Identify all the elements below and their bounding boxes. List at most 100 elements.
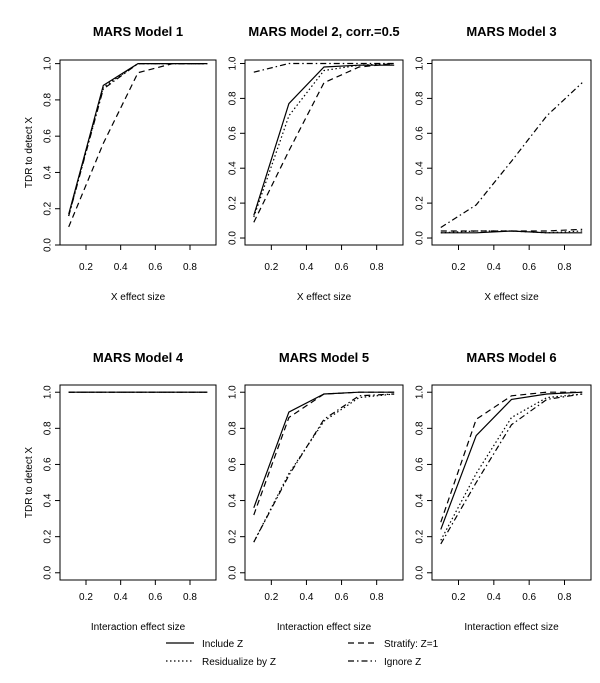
series-line-dashdot [68, 62, 208, 217]
x-axis-label: X effect size [297, 292, 352, 303]
legend-label: Include Z [202, 639, 243, 650]
x-tick-label: 0.4 [299, 262, 313, 273]
series-line-solid [68, 62, 208, 215]
y-tick-label: 0.2 [43, 529, 54, 543]
y-tick-label: 0.6 [415, 126, 426, 140]
x-tick-label: 0.8 [183, 592, 197, 603]
y-tick-label: 0.8 [228, 421, 239, 435]
series-line-dashed [440, 228, 583, 232]
y-tick-label: 0.4 [415, 493, 426, 507]
x-axis-label: Interaction effect size [91, 622, 186, 633]
y-tick-label: 0.0 [415, 231, 426, 245]
y-tick-label: 0.8 [43, 93, 54, 107]
x-tick-label: 0.2 [452, 592, 466, 603]
series-line-dashed [253, 62, 395, 223]
plot-frame [59, 384, 217, 581]
series-line-dashed [253, 391, 395, 516]
y-tick-label: 1.0 [228, 56, 239, 70]
x-tick-label: 0.4 [114, 592, 128, 603]
y-tick-label: 0.8 [415, 91, 426, 105]
y-tick-label: 0.2 [415, 529, 426, 543]
y-tick-label: 0.2 [228, 196, 239, 210]
x-tick-label: 0.2 [79, 592, 93, 603]
x-tick-label: 0.6 [522, 262, 536, 273]
x-tick-label: 0.6 [148, 592, 162, 603]
x-tick-label: 0.4 [114, 262, 128, 273]
y-tick-label: 0.4 [228, 493, 239, 507]
legend: Include Z Stratify: Z=1 Residualize by Z Ig… [166, 639, 439, 668]
series-line-solid [440, 391, 583, 530]
series-line-dashdot [440, 393, 583, 545]
y-tick-label: 1.0 [415, 56, 426, 70]
x-tick-label: 0.8 [370, 592, 384, 603]
x-tick-label: 0.4 [299, 592, 313, 603]
x-axis-label: Interaction effect size [464, 622, 559, 633]
y-tick-label: 1.0 [43, 56, 54, 70]
x-tick-label: 0.2 [264, 592, 278, 603]
series-line-dashed [68, 62, 208, 228]
series-line-dotted [253, 62, 395, 218]
x-tick-label: 0.2 [452, 262, 466, 273]
y-tick-label: 0.0 [228, 231, 239, 245]
panel-title: MARS Model 6 [466, 350, 556, 365]
panel-title: MARS Model 3 [466, 24, 556, 39]
plot-frame [431, 59, 592, 246]
legend-label: Residualize by Z [202, 657, 276, 668]
y-tick-label: 1.0 [415, 385, 426, 399]
panel-2: MARS Model 2, corr.=0.5 0.2 0.4 0.6 0.8 0.0 0.… [228, 24, 404, 303]
y-tick-label: 0.6 [415, 457, 426, 471]
series-line-solid [253, 64, 395, 216]
y-axis-label: TDR to detect X [24, 447, 35, 518]
x-tick-label: 0.6 [335, 592, 349, 603]
x-tick-label: 0.4 [487, 262, 501, 273]
y-tick-label: 0.8 [228, 91, 239, 105]
panel-title: MARS Model 2, corr.=0.5 [248, 24, 399, 39]
panel-title: MARS Model 5 [279, 350, 369, 365]
y-axis-label: TDR to detect X [24, 117, 35, 188]
y-tick-label: 0.2 [228, 529, 239, 543]
series-line-dashdot [253, 393, 395, 543]
y-tick-label: 1.0 [228, 385, 239, 399]
series-line-dotted [68, 62, 208, 217]
x-tick-label: 0.8 [370, 262, 384, 273]
series-line-dashdot [253, 62, 395, 73]
plot-frame [244, 59, 404, 246]
y-tick-label: 0.2 [43, 201, 54, 215]
y-tick-label: 0.6 [228, 126, 239, 140]
y-tick-label: 0.0 [228, 565, 239, 579]
x-tick-label: 0.2 [264, 262, 278, 273]
y-tick-label: 0.8 [415, 421, 426, 435]
panel-title: MARS Model 4 [93, 350, 184, 365]
series-line-dotted [440, 393, 583, 541]
series-line-dashed [440, 391, 583, 523]
panel-1: MARS Model 1 0.2 0.4 0.6 0.8 0.0 0.2 0.4 0.6 0.8 1… [24, 24, 217, 303]
x-tick-label: 0.8 [558, 592, 572, 603]
y-tick-label: 0.0 [43, 238, 54, 252]
x-axis-label: Interaction effect size [277, 622, 372, 633]
x-tick-label: 0.2 [79, 262, 93, 273]
y-tick-label: 0.0 [43, 565, 54, 579]
y-tick-label: 1.0 [43, 385, 54, 399]
legend-label: Stratify: Z=1 [384, 639, 439, 650]
x-tick-label: 0.4 [487, 592, 501, 603]
y-tick-label: 0.6 [228, 457, 239, 471]
x-tick-label: 0.6 [335, 262, 349, 273]
x-tick-label: 0.6 [148, 262, 162, 273]
series-line-dashdot [440, 82, 583, 229]
y-tick-label: 0.4 [43, 493, 54, 507]
plot-frame [431, 384, 592, 581]
y-tick-label: 0.4 [43, 165, 54, 179]
panel-6: MARS Model 6 0.2 0.4 0.6 0.8 0.0 0.2 0.4 0.6 0.8 1… [415, 350, 592, 633]
panel-title: MARS Model 1 [93, 24, 183, 39]
panel-4: MARS Model 4 0.2 0.4 0.6 0.8 0.0 0.2 0.4 0.6 0.8 1… [24, 350, 217, 633]
x-axis-label: X effect size [484, 292, 539, 303]
y-tick-label: 0.6 [43, 457, 54, 471]
plot-frame [244, 384, 404, 581]
y-tick-label: 0.6 [43, 129, 54, 143]
series-line-solid [253, 391, 395, 509]
y-tick-label: 0.8 [43, 421, 54, 435]
x-tick-label: 0.6 [522, 592, 536, 603]
series-line-dotted [253, 393, 395, 543]
y-tick-label: 0.2 [415, 196, 426, 210]
